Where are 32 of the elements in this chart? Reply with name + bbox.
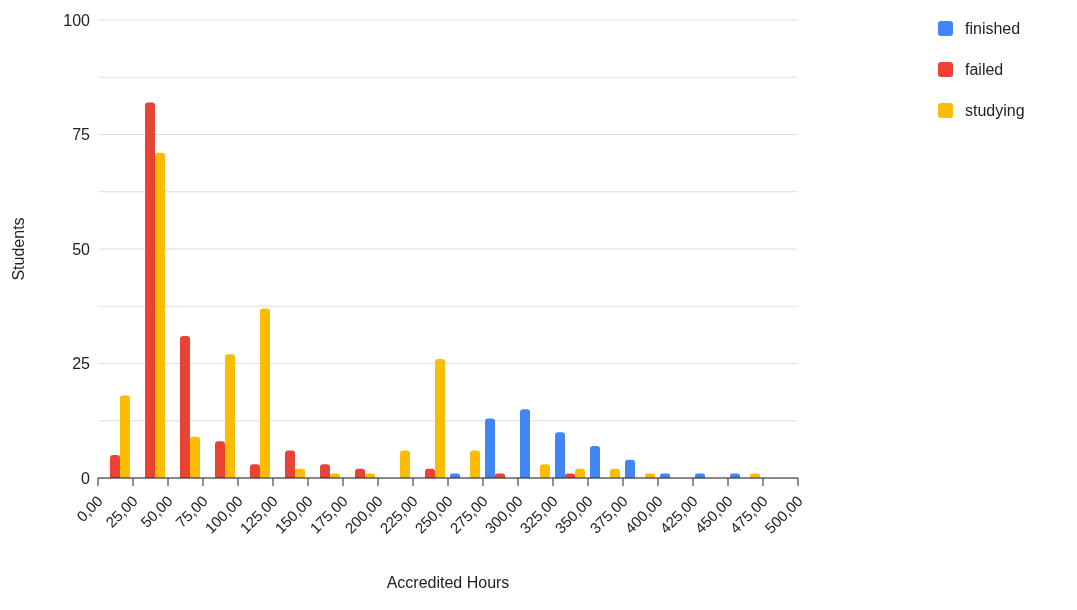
bar [520, 409, 530, 478]
bar [155, 152, 165, 478]
bar [260, 308, 270, 478]
bar [320, 464, 330, 478]
bar [540, 464, 550, 478]
y-tick-label: 50 [72, 240, 91, 258]
bar [400, 450, 410, 478]
y-tick-label: 0 [81, 469, 91, 487]
bar [120, 395, 130, 478]
y-tick-label: 25 [72, 355, 91, 373]
legend-label: failed [965, 60, 1004, 79]
bar [590, 445, 600, 478]
y-tick-label: 75 [72, 126, 91, 144]
bar [215, 441, 225, 478]
bar [180, 336, 190, 478]
y-tick-label: 100 [63, 11, 91, 29]
bar [285, 450, 295, 478]
bar [225, 354, 235, 478]
x-tick-label: 0,00 [73, 492, 106, 525]
bar [470, 450, 480, 478]
bar [435, 358, 445, 478]
legend-label: finished [965, 19, 1021, 38]
bar [190, 436, 200, 478]
bar [555, 432, 565, 478]
x-axis-title: Accredited Hours [386, 574, 510, 591]
bar [250, 464, 260, 478]
bar [485, 418, 495, 478]
bar [625, 459, 635, 478]
legend-label: studying [965, 101, 1025, 120]
bar [145, 102, 155, 478]
bar [110, 455, 120, 478]
y-axis-title: Students [9, 217, 27, 281]
